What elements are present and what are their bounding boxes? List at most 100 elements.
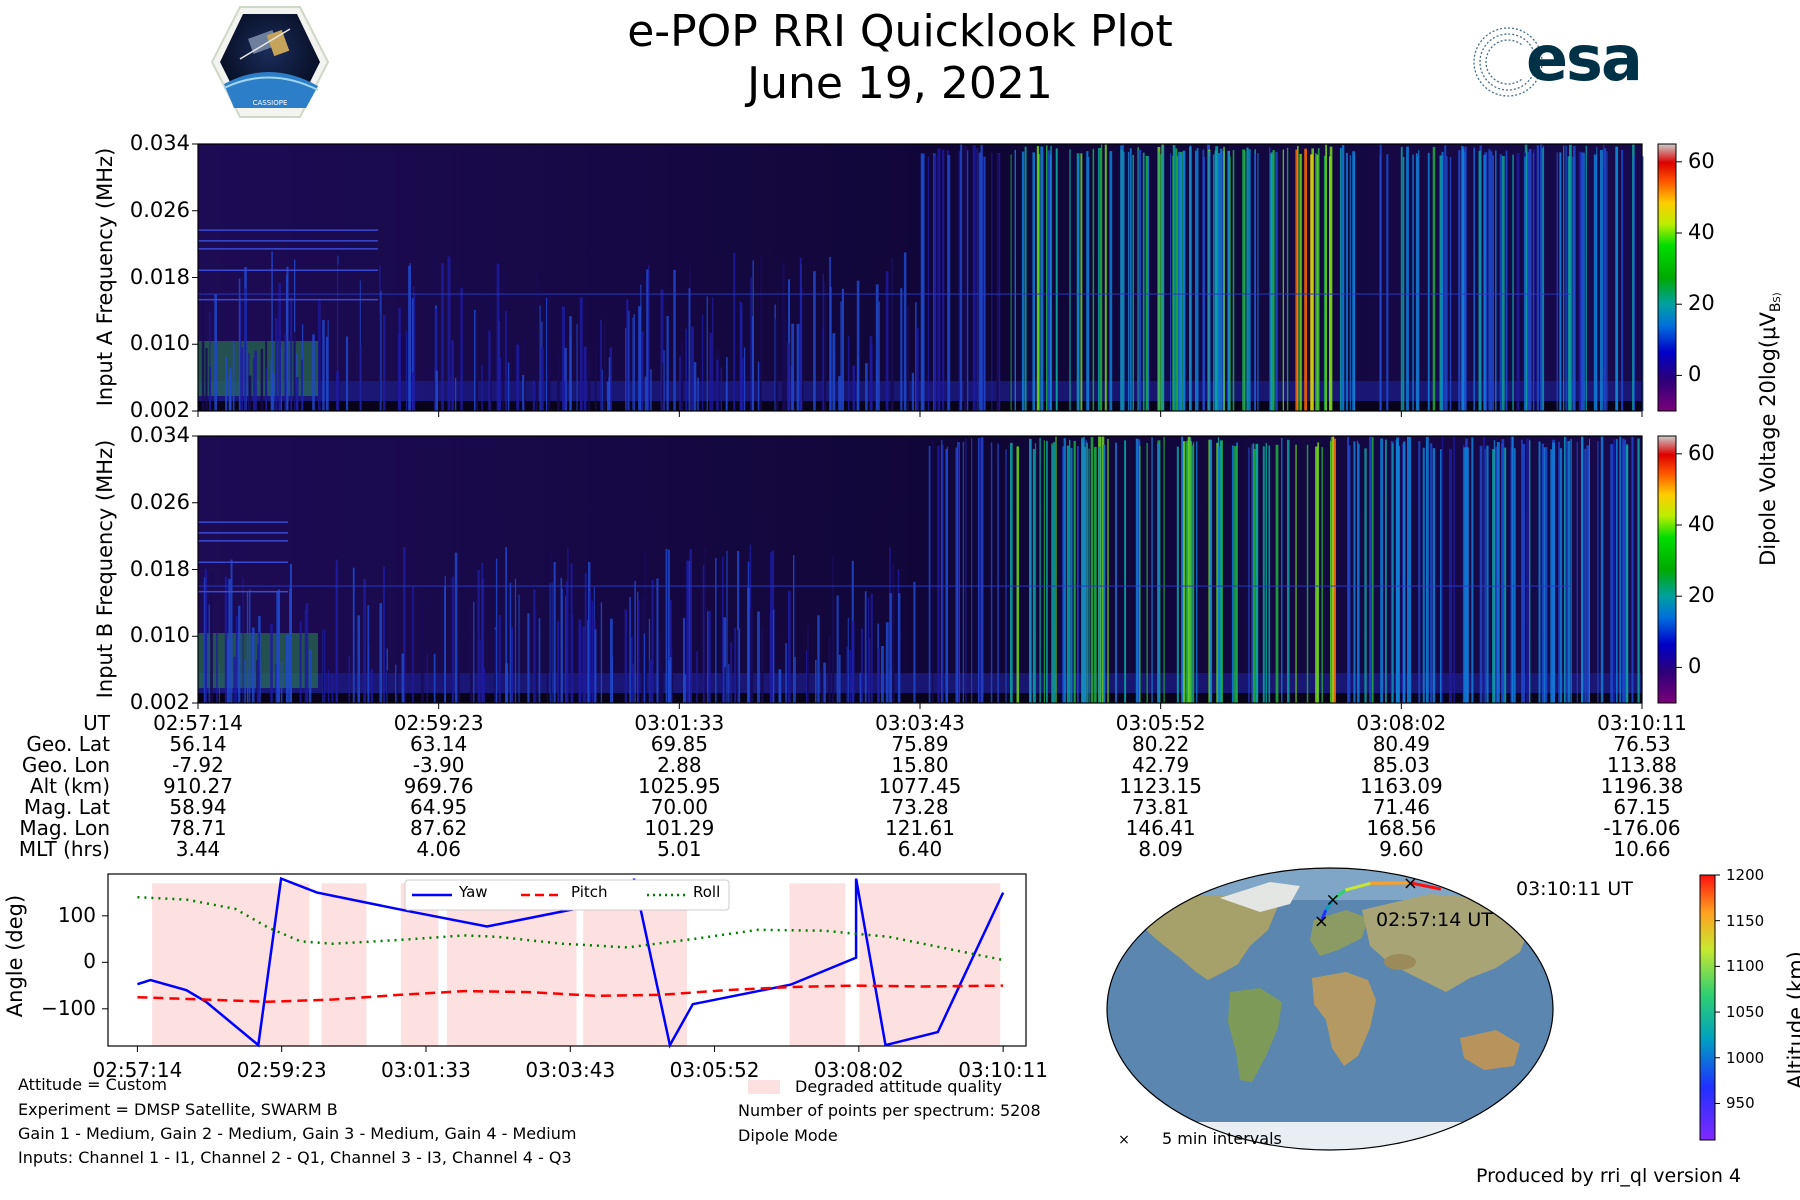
spectrogram-streak — [960, 144, 963, 411]
spectrogram-streak — [1390, 440, 1393, 703]
ephemeris-cell: 15.80 — [891, 753, 949, 777]
spectrogram-streak — [1120, 145, 1123, 411]
spectrogram-streak — [1501, 439, 1505, 703]
attitude-xtick-label: 03:01:33 — [381, 1058, 471, 1082]
spectrogram-streak — [963, 145, 967, 411]
spectrogram-streak — [1578, 151, 1581, 411]
spectrogram-streak — [712, 297, 714, 411]
spectrogram-streak — [457, 653, 460, 703]
spectrogram-streak — [903, 252, 907, 411]
spectrogram-streak — [1449, 157, 1452, 411]
spectrogram-streak — [704, 547, 707, 703]
spectrogram-streak — [823, 662, 826, 703]
spectrogram-streak — [1524, 156, 1526, 411]
spectrogram-streak — [1418, 150, 1420, 412]
spectrogram-streak — [683, 617, 685, 703]
track-interval-marker: × — [1325, 890, 1340, 911]
spectrogram-streak — [1286, 147, 1289, 412]
spectrogram-streak — [1352, 151, 1356, 411]
spectrogram-streak — [285, 634, 289, 703]
spectrogram-streak — [327, 320, 329, 411]
spectrogram-streak — [1257, 153, 1259, 411]
spectrogram-streak — [1217, 446, 1221, 703]
spectrogram-streak — [1251, 444, 1253, 703]
track-end-label: 03:10:11 UT — [1516, 878, 1633, 900]
spectrogram-bottom-band — [198, 693, 1642, 703]
spectrogram-streak — [696, 651, 698, 703]
spectrogram-streak — [1315, 446, 1318, 703]
spectrogram-streak — [1254, 153, 1256, 412]
spectrogram-streak — [663, 350, 665, 411]
colorbar-label-sub: B — [1768, 302, 1785, 313]
spectrogram-streak — [626, 299, 629, 411]
spectrogram-streak — [650, 369, 652, 411]
ephemeris-cell: 73.81 — [1132, 795, 1190, 819]
spectrogram-streak — [1442, 436, 1444, 703]
spectrogram-streak — [570, 563, 573, 703]
spectrogram-streak — [1565, 145, 1567, 411]
spectrogram-streak — [561, 588, 563, 703]
ephemeris-cell: 5.01 — [657, 837, 702, 861]
spectrogram-streak — [1479, 445, 1483, 703]
spectrogram-streak — [941, 439, 943, 703]
spectrogram-streak — [791, 323, 795, 411]
ephemeris-cell: -176.06 — [1603, 816, 1681, 840]
spectrogram-streak — [352, 567, 355, 703]
spectrogram-streak — [1511, 436, 1514, 703]
spectrogram-streak — [885, 271, 889, 411]
colorbar-tick-label: 0 — [1688, 362, 1702, 387]
spectrogram-streak — [982, 156, 984, 411]
spectrogram-streak — [1127, 151, 1130, 411]
spectrogram-streak — [1066, 445, 1069, 703]
ephemeris-cell: 03:08:02 — [1356, 711, 1447, 735]
spectrogram-streak — [737, 551, 740, 703]
spectrogram-streak — [1094, 446, 1097, 703]
spectrogram-streak — [239, 296, 242, 411]
spectrogram-streak — [1461, 146, 1464, 411]
spectrogram-streak — [778, 669, 781, 703]
spectrogram-streak — [822, 273, 824, 411]
spectrogram-interference-line — [198, 561, 288, 563]
spectrogram-streak — [560, 577, 563, 703]
spectrogram-streak — [1196, 148, 1199, 411]
spectrogram-streak — [331, 673, 334, 703]
cassiope-logo-text: CASSIOPE — [253, 99, 288, 107]
ephemeris-cell: 910.27 — [163, 774, 233, 798]
spectrogram-streak — [370, 669, 373, 703]
spectrogram-streak — [815, 659, 817, 703]
spectrogram-streak — [1275, 444, 1279, 703]
colorbar-tick-label: 40 — [1688, 220, 1715, 244]
ephemeris-cell: 101.29 — [644, 816, 715, 840]
spectrogram-streak — [533, 589, 536, 703]
spectrogram-streak — [433, 253, 435, 411]
series-pitch — [137, 984, 1004, 1004]
ephemeris-row-label: MLT (hrs) — [18, 837, 110, 861]
spectrogram-streak — [594, 349, 597, 411]
spectrogram-streak — [1446, 156, 1448, 411]
spectrogram-streak — [737, 628, 741, 703]
spectrogram-streak — [1069, 439, 1071, 703]
spectrogram-streak — [769, 613, 773, 703]
altitude-tick-label: 1000 — [1726, 1048, 1765, 1067]
spectrogram-streak — [1196, 441, 1198, 703]
spectrogram-streak — [588, 356, 591, 411]
spectrogram-streak — [1182, 441, 1185, 703]
spectrogram-streak — [688, 288, 691, 411]
spectrogram-streak — [208, 366, 211, 411]
degraded-legend-swatch — [748, 1080, 780, 1094]
spectrogram-streak — [566, 581, 569, 703]
spectrogram-streak — [224, 576, 228, 703]
spectrogram-streak — [495, 558, 498, 703]
spectrogram-streak — [1340, 149, 1342, 412]
track-segment — [1324, 898, 1335, 911]
spectrogram-streak — [473, 601, 475, 703]
ephemeris-cell: -7.92 — [172, 753, 224, 777]
spectrogram-streak — [379, 603, 383, 703]
spectrogram-streak — [781, 262, 785, 411]
spectrogram-ytick-label: 0.002 — [129, 690, 190, 714]
spectrogram-streak — [1295, 149, 1297, 411]
spectrogram-streak — [1325, 144, 1327, 411]
spectrogram-streak — [1593, 154, 1597, 411]
spectrogram-streak — [535, 273, 538, 411]
spectrogram-streak — [1466, 447, 1469, 703]
